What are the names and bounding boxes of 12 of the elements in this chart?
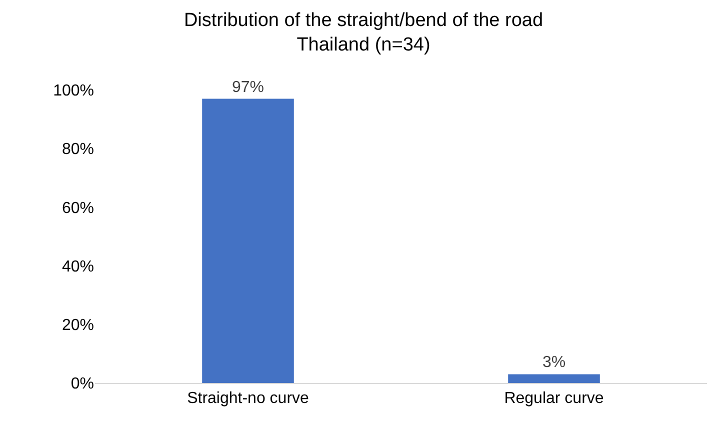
y-tick-label: 80% [62,141,94,158]
y-tick-label: 40% [62,258,94,276]
y-tick-label: 20% [62,317,94,334]
y-tick-label: 0% [70,376,94,393]
x-tick-label: Straight-no curve [187,390,310,408]
data-label: 3% [542,354,566,372]
y-tick-label: 60% [62,200,94,217]
data-label: 97% [232,78,264,96]
y-tick-label: 100% [53,82,94,100]
x-tick-label: Regular curve [504,390,604,408]
chart-title: Distribution of the straight/bend of the road [184,10,544,31]
chart-subtitle: Thailand (n=34) [296,34,430,56]
